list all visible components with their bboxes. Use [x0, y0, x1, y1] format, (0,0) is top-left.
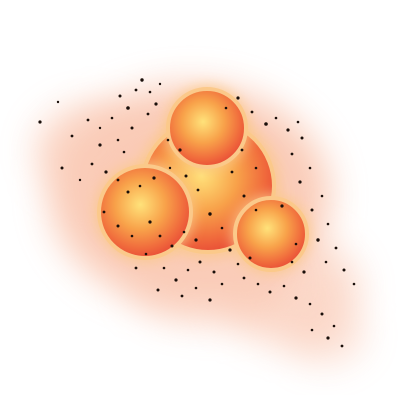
- left-sphere: [95, 162, 195, 262]
- right-sphere: [231, 194, 311, 274]
